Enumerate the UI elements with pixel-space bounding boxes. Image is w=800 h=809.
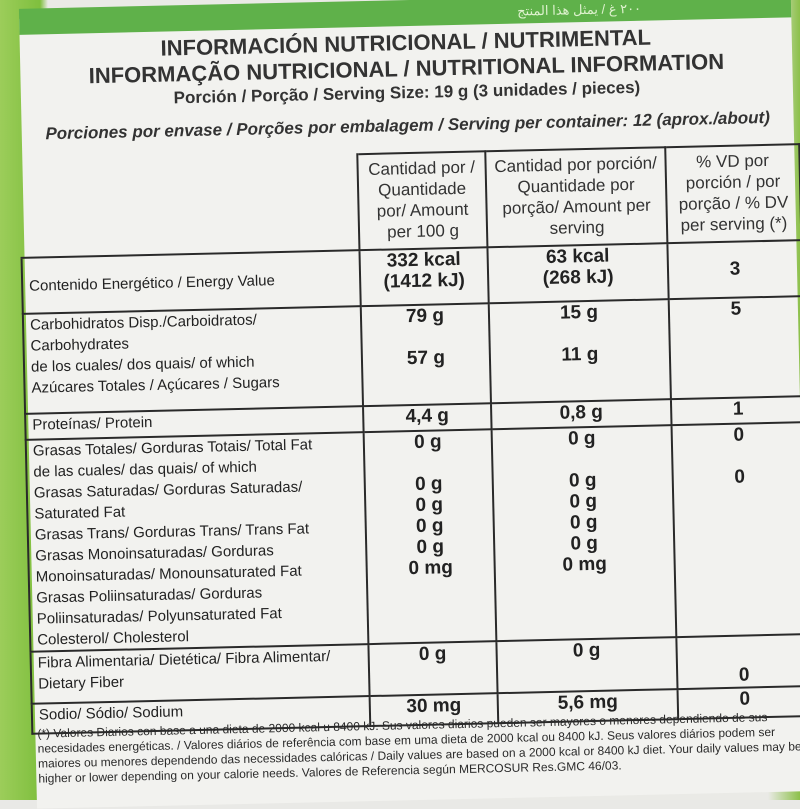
label-sat-fat: Grasas Saturadas/ Gorduras Saturadas/ Sa… [33, 478, 303, 523]
label-energy: Contenido Energético / Energy Value [21, 250, 361, 314]
nutrition-table: Cantidad por / Quantidade por/ Amount pe… [18, 143, 800, 735]
col-daily-value: % VD por porción / por porção / % DV per… [665, 144, 800, 244]
label-fiber: Fibra Alimentaria/ Dietética/ Fibra Alim… [30, 644, 370, 704]
col-per-100g: Cantidad por / Quantidade por/ Amount pe… [357, 151, 488, 251]
label-poly-fat: Grasas Poliinsaturadas/ Gorduras Poliins… [36, 584, 283, 628]
arabic-text-fragment: ٢٠٠ غ / يمثل هذا المنتج [517, 0, 642, 19]
table-row: Grasas Totales/ Gorduras Totais/ Total F… [25, 422, 800, 652]
label-header: INFORMACIÓN NUTRICIONAL / NUTRIMENTAL IN… [20, 21, 793, 112]
col-per-serving: Cantidad por porción/ Quantidade por por… [485, 147, 668, 248]
nutrition-label: ٢٠٠ غ / يمثل هذا المنتج INFORMACIÓN NUTR… [18, 0, 800, 809]
label-carbs: Carbohidratos Disp./Carboidratos/ Carboh… [29, 311, 258, 355]
servings-per-container: Porciones por envase / Porções por embal… [45, 107, 771, 144]
table-header-row: Cantidad por / Quantidade por/ Amount pe… [19, 144, 800, 258]
label-mono-fat: Grasas Monoinsaturadas/ Gorduras Monoins… [35, 542, 302, 586]
table-row: Carbohidratos Disp./Carboidratos/ Carboh… [22, 296, 800, 414]
